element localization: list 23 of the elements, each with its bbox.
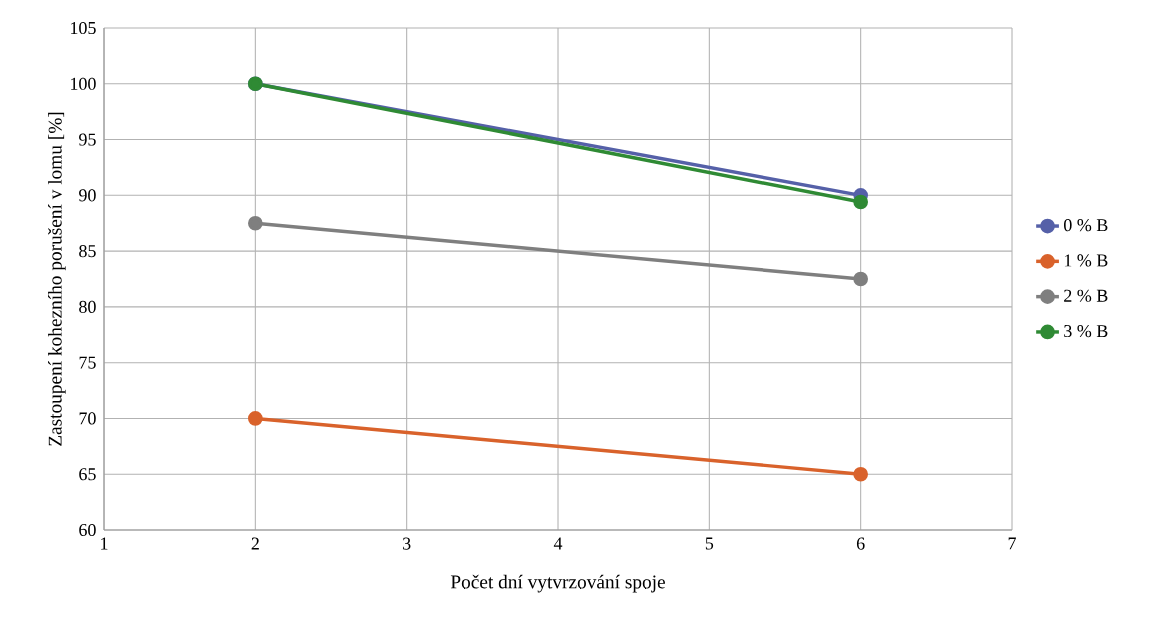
y-tick-label: 75 bbox=[79, 356, 96, 369]
y-tick-label: 100 bbox=[71, 77, 96, 90]
y-tick-label: 105 bbox=[71, 21, 96, 35]
legend-label: 2 % B bbox=[1064, 289, 1108, 302]
y-tick-label: 90 bbox=[79, 189, 96, 202]
x-tick-label: 4 bbox=[553, 537, 563, 550]
y-tick-label: 95 bbox=[79, 133, 96, 146]
x-tick-label: 5 bbox=[705, 537, 714, 550]
x-tick-label: 3 bbox=[403, 537, 411, 550]
y-tick-label: 70 bbox=[79, 412, 96, 425]
y-tick-label: 65 bbox=[79, 468, 96, 481]
y-axis-title: Zastoupení kohezního porušení v lomu [%] bbox=[48, 112, 66, 446]
legend-label: 1 % B bbox=[1064, 254, 1108, 267]
y-tick-label: 80 bbox=[79, 300, 96, 313]
x-tick-label: 1 bbox=[101, 537, 108, 550]
x-tick-label: 7 bbox=[1008, 537, 1016, 550]
y-tick-label: 60 bbox=[79, 523, 96, 537]
x-tick-label: 6 bbox=[856, 537, 865, 550]
x-tick-label: 2 bbox=[251, 537, 259, 550]
x-axis-title: Počet dní vytvrzování spoje bbox=[450, 574, 665, 593]
legend-label: 3 % B bbox=[1064, 324, 1108, 338]
y-tick-label: 85 bbox=[79, 245, 96, 258]
legend-label: 0 % B bbox=[1064, 219, 1108, 232]
